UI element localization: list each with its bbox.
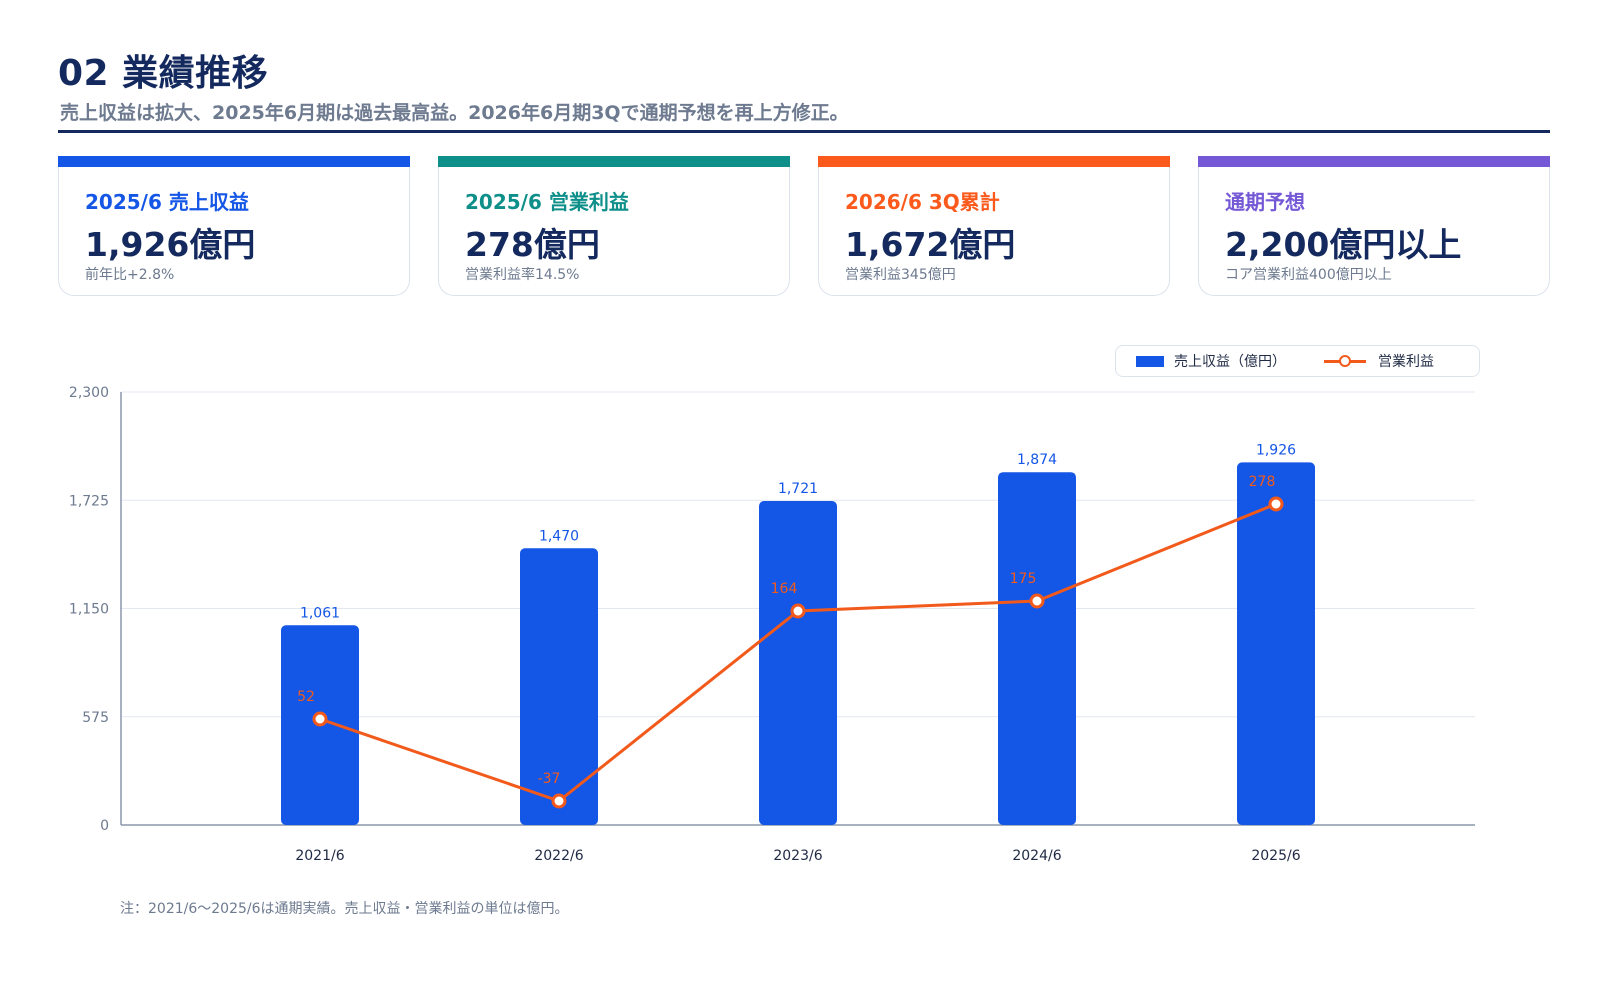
page-subtitle: 売上収益は拡大、2025年6月期は過去最高益。2026年6月期3Qで通期予想を再… — [60, 102, 849, 124]
card-value: 1,672億円 — [845, 225, 1016, 264]
card-accent-bar — [438, 156, 790, 167]
kpi-card-full-year-forecast: 通期予想 2,200億円以上 コア営業利益400億円以上 — [1198, 156, 1550, 296]
legend-bar-label: 売上収益（億円） — [1174, 354, 1286, 370]
operating-profit-data-label: 164 — [771, 581, 798, 597]
x-tick-label: 2023/6 — [773, 848, 822, 864]
x-tick-label: 2025/6 — [1251, 848, 1300, 864]
card-accent-bar — [58, 156, 410, 167]
revenue-data-label: 1,470 — [539, 528, 579, 544]
operating-profit-point — [551, 793, 567, 809]
operating-profit-point — [312, 711, 328, 727]
legend-bar-swatch — [1136, 356, 1164, 367]
card-value: 1,926億円 — [85, 225, 256, 264]
revenue-bar — [998, 472, 1076, 825]
card-note: 営業利益345億円 — [845, 267, 956, 283]
kpi-card-revenue: 2025/6 売上収益 1,926億円 前年比+2.8% — [58, 156, 410, 296]
operating-profit-data-label: -37 — [538, 771, 561, 787]
card-value: 278億円 — [465, 225, 600, 264]
revenue-data-label: 1,061 — [300, 605, 340, 621]
legend-line-label: 営業利益 — [1378, 354, 1434, 370]
chart-legend: 売上収益（億円） 営業利益 — [1115, 345, 1480, 377]
operating-profit-point — [790, 603, 806, 619]
card-label: 2026/6 3Q累計 — [845, 190, 1000, 214]
y-tick-label: 1,150 — [69, 602, 109, 618]
chart-footnote: 注：2021/6〜2025/6は通期実績。売上収益・営業利益の単位は億円。 — [120, 901, 569, 917]
page-title: 02 業績推移 — [58, 53, 269, 94]
chart-area: 0 575 1,150 1,725 2,300 1,061 1,470 1,721 1,874 1… — [0, 330, 1600, 890]
y-tick-label: 575 — [82, 710, 109, 726]
revenue-profit-chart: 0 575 1,150 1,725 2,300 1,061 1,470 1,721 1,874 1… — [69, 385, 1475, 864]
legend-line-marker — [1339, 355, 1351, 367]
y-tick-label: 1,725 — [69, 493, 109, 509]
operating-profit-data-label: 278 — [1249, 474, 1276, 490]
card-label: 通期予想 — [1225, 190, 1305, 214]
card-label: 2025/6 営業利益 — [465, 190, 629, 214]
x-tick-label: 2024/6 — [1012, 848, 1061, 864]
card-accent-bar — [1198, 156, 1550, 167]
card-note: 前年比+2.8% — [85, 267, 175, 283]
card-value: 2,200億円以上 — [1225, 225, 1462, 264]
card-note: 営業利益率14.5% — [465, 267, 580, 283]
operating-profit-point — [1029, 593, 1045, 609]
card-accent-bar — [818, 156, 1170, 167]
revenue-bar — [759, 501, 837, 825]
revenue-data-label: 1,874 — [1017, 452, 1057, 468]
operating-profit-data-label: 52 — [297, 689, 315, 705]
revenue-bar — [1237, 462, 1315, 825]
title-divider — [58, 130, 1550, 133]
x-tick-label: 2022/6 — [534, 848, 583, 864]
x-tick-label: 2021/6 — [295, 848, 344, 864]
kpi-card-operating-profit: 2025/6 営業利益 278億円 営業利益率14.5% — [438, 156, 790, 296]
revenue-bar — [520, 548, 598, 825]
y-tick-label: 2,300 — [69, 385, 109, 401]
operating-profit-data-label: 175 — [1010, 571, 1037, 587]
kpi-card-3q-cumulative: 2026/6 3Q累計 1,672億円 営業利益345億円 — [818, 156, 1170, 296]
card-note: コア営業利益400億円以上 — [1225, 267, 1392, 283]
revenue-data-label: 1,926 — [1256, 442, 1296, 458]
card-label: 2025/6 売上収益 — [85, 190, 249, 214]
y-tick-label: 0 — [100, 818, 109, 834]
revenue-data-label: 1,721 — [778, 481, 818, 497]
operating-profit-point — [1268, 496, 1284, 512]
